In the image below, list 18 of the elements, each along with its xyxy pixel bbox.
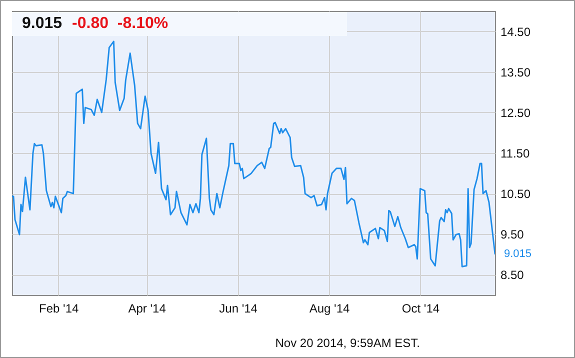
text: Nov 20 2014, 9:59AM EST. [275,336,420,350]
annotation: 9.015 [504,248,532,260]
x-tick-label: Jun '14 [219,302,258,316]
x-tick-label: Feb '14 [39,302,80,316]
y-tick-label: 12.50 [500,106,531,120]
x-tick-label: Apr '14 [128,302,166,316]
x-tick-label: Aug '14 [309,302,350,316]
header-panel: 9.015 -0.80 -8.10% [12,12,347,36]
y-tick-label: 9.50 [500,228,524,242]
y-tick-label: 11.50 [500,146,530,160]
y-tick-label: 8.50 [500,268,524,282]
x-tick-label: Oct '14 [402,302,440,316]
y-tick-label: 10.50 [500,187,531,202]
y-tick-label: 13.50 [500,65,531,80]
chart-title: 9.015 [22,15,62,32]
chart-subtitle: -0.80 -8.10% [72,15,168,32]
y-tick-label: 14.50 [500,24,531,39]
line-series [12,40,495,268]
